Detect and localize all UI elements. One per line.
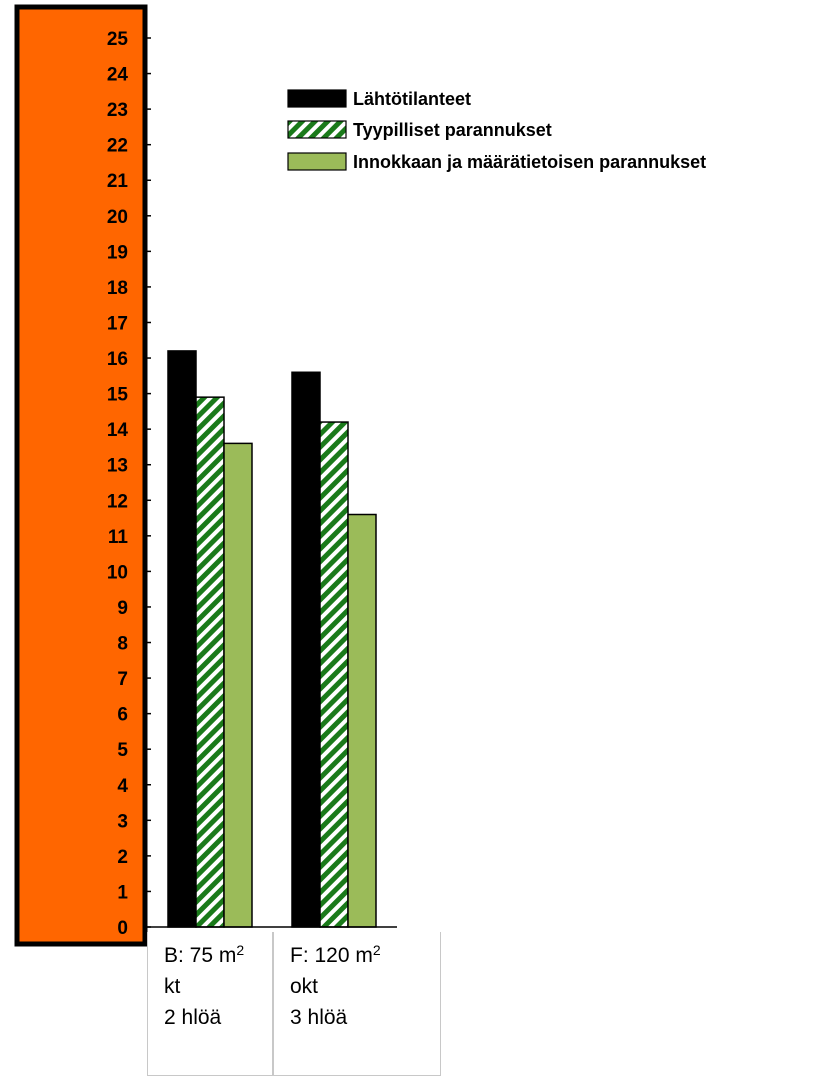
x-category-label: B: 75 m2 kt 2 hlöä (147, 932, 273, 1076)
y-tick-label: 2 (117, 847, 128, 868)
y-tick-label: 10 (107, 562, 128, 583)
y-tick-label: 14 (107, 420, 129, 441)
y-tick-label: 18 (107, 278, 128, 299)
category-type: okt (290, 975, 319, 998)
y-tick-label: 11 (108, 527, 129, 548)
legend-label: Lähtötilanteet (353, 89, 471, 109)
y-tick-label: 8 (117, 634, 128, 655)
category-type: kt (164, 975, 181, 998)
bar-2-1 (195, 396, 225, 928)
bar-3-1 (223, 442, 253, 928)
legend-swatch (287, 152, 347, 171)
y-tick-label: 13 (107, 456, 128, 477)
y-tick-label: 5 (117, 740, 128, 761)
y-tick-label: 23 (107, 100, 128, 121)
y-tick-label: 0 (117, 918, 128, 939)
x-category-label: F: 120 m2 okt 3 hlöä (273, 932, 441, 1076)
legend-label: Tyypilliset parannukset (353, 120, 552, 140)
unit-superscript: 2 (236, 942, 245, 958)
y-axis-band (14, 4, 148, 947)
y-tick-label: 12 (107, 491, 128, 512)
bar-1-2 (291, 371, 321, 928)
y-tick-label: 19 (107, 242, 128, 263)
y-tick-label: 3 (117, 811, 128, 832)
category-persons: 2 hlöä (164, 1006, 222, 1029)
bar-1-1 (167, 350, 197, 928)
y-tick-label: 1 (117, 882, 128, 903)
legend: Lähtötilanteet Tyypilliset parannukset Inn… (287, 89, 706, 172)
y-tick-label: 24 (107, 65, 129, 86)
y-tick-label: 4 (117, 776, 128, 797)
y-tick-label: 7 (117, 669, 128, 690)
y-tick-label: 21 (107, 171, 129, 192)
legend-swatch (287, 120, 347, 139)
y-tick-label: 9 (117, 598, 128, 619)
y-tick-label: 22 (107, 136, 128, 157)
legend-label: Innokkaan ja määrätietoisen parannukset (353, 152, 706, 172)
y-tick-label: 20 (107, 207, 128, 228)
y-tick-label: 15 (107, 385, 129, 406)
unit-superscript: 2 (372, 942, 381, 958)
y-tick-label: 25 (107, 29, 129, 50)
legend-swatch (287, 89, 347, 108)
bar-2-2 (319, 421, 349, 928)
category-name: B: 75 m2 (164, 942, 245, 967)
category-persons: 3 hlöä (290, 1006, 348, 1029)
bar-3-2 (347, 513, 377, 928)
y-tick-label: 6 (117, 705, 128, 726)
y-tick-label: 16 (107, 349, 128, 370)
y-tick-label: 17 (107, 313, 128, 334)
category-name: F: 120 m2 (290, 942, 381, 967)
